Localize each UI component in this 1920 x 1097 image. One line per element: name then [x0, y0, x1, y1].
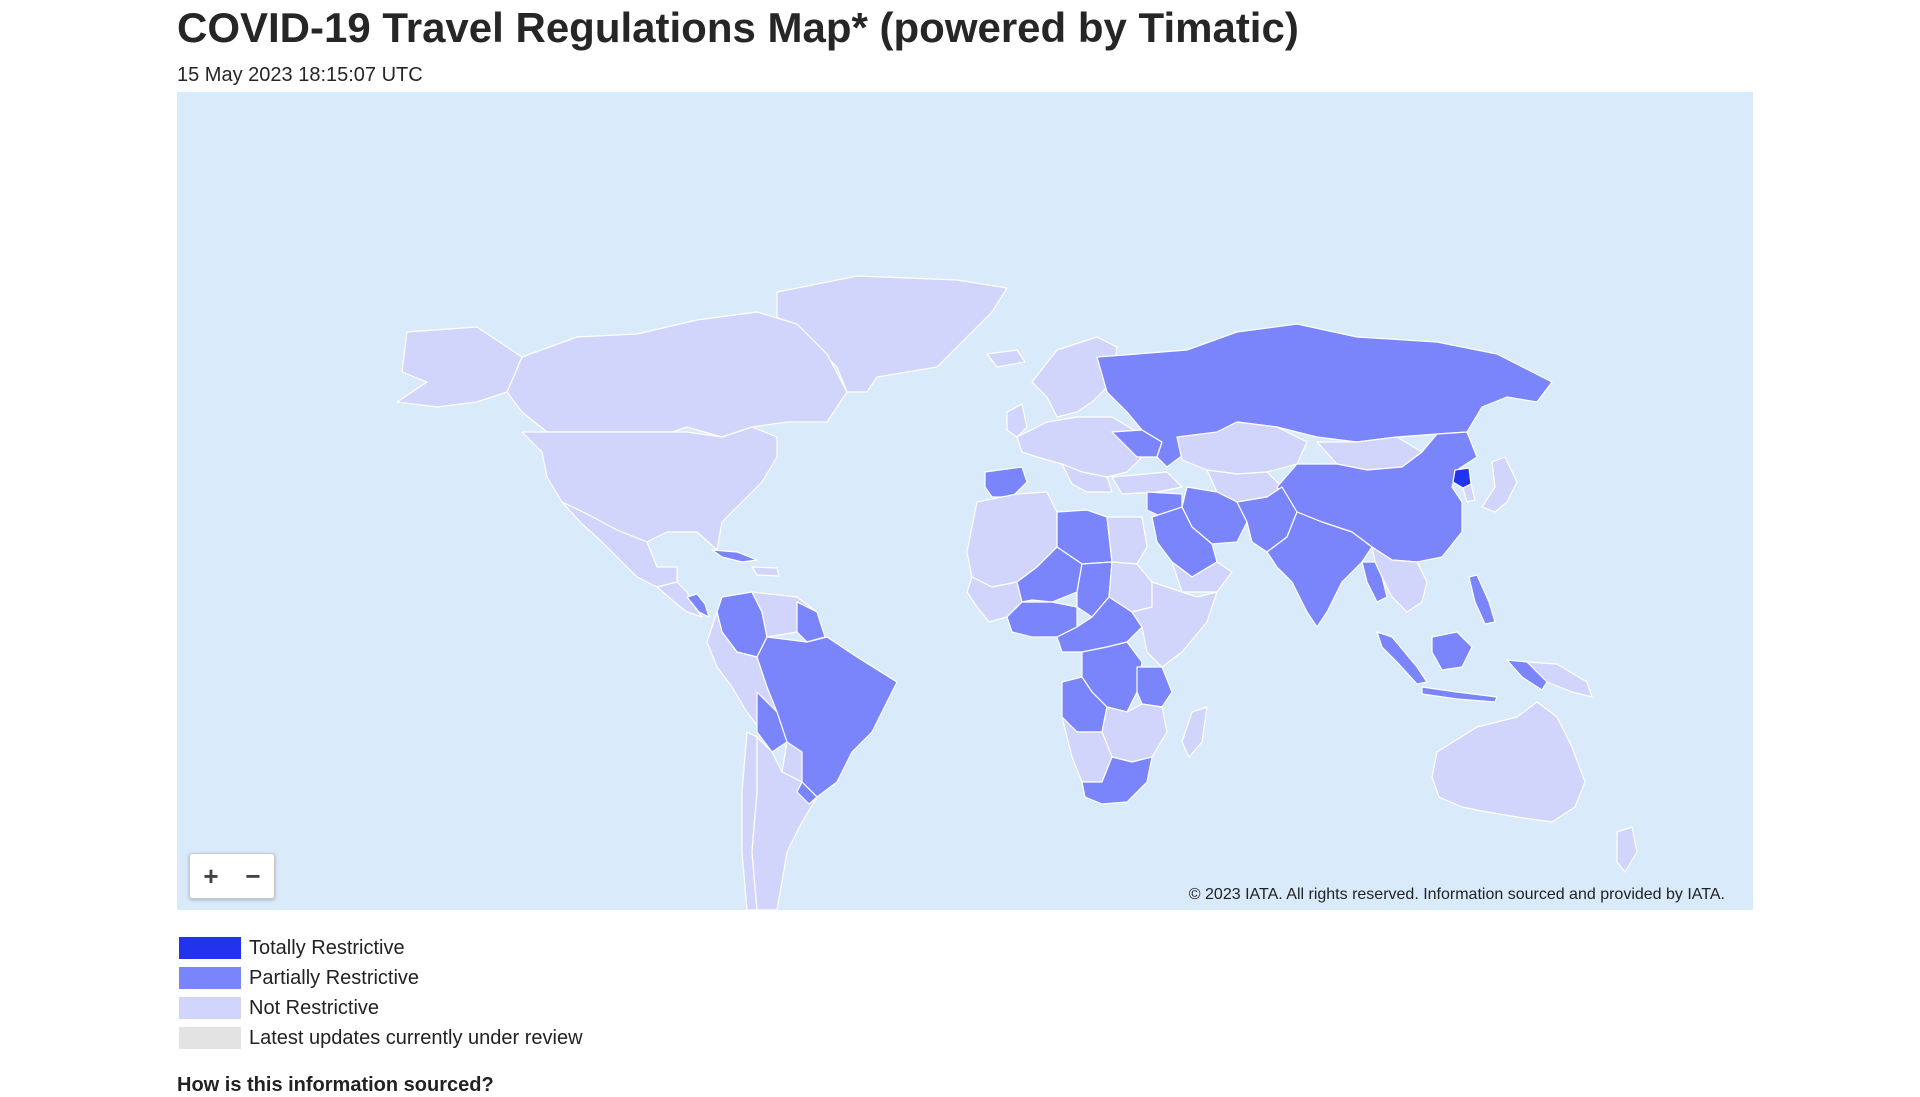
- country-spain[interactable]: [984, 466, 1028, 498]
- legend-swatch: [179, 997, 241, 1019]
- country-iceland[interactable]: [986, 349, 1026, 368]
- legend-label: Partially Restrictive: [249, 966, 420, 989]
- country-indonesia-java[interactable]: [1421, 686, 1498, 703]
- country-myanmar[interactable]: [1361, 561, 1388, 603]
- region-caribbean[interactable]: [751, 566, 780, 577]
- region-southeast-africa[interactable]: [1101, 703, 1168, 763]
- legend-label: Latest updates currently under review: [249, 1026, 583, 1049]
- country-south-korea[interactable]: [1462, 483, 1476, 503]
- country-canada[interactable]: [506, 311, 848, 438]
- country-australia[interactable]: [1431, 701, 1586, 823]
- legend-label: Totally Restrictive: [249, 936, 405, 959]
- country-tanzania[interactable]: [1136, 666, 1173, 708]
- legend-label: Not Restrictive: [249, 996, 380, 1019]
- country-egypt[interactable]: [1106, 516, 1148, 565]
- country-madagascar[interactable]: [1181, 706, 1208, 758]
- legend-swatch: [179, 967, 241, 989]
- region-scandinavia[interactable]: [1031, 336, 1118, 418]
- country-uruguay[interactable]: [796, 781, 818, 805]
- country-usa[interactable]: [521, 426, 778, 551]
- section-heading: How is this information sourced?: [177, 1074, 494, 1096]
- region-italy-balkans[interactable]: [1061, 463, 1113, 493]
- country-philippines[interactable]: [1468, 574, 1496, 625]
- legend-item-totally-restrictive: Totally Restrictive: [179, 933, 583, 963]
- country-cuba[interactable]: [711, 549, 758, 563]
- world-map[interactable]: + − © 2023 IATA. All rights reserved. In…: [177, 92, 1753, 910]
- region-horn-of-africa[interactable]: [1131, 581, 1218, 668]
- country-bolivia[interactable]: [756, 691, 788, 753]
- legend-item-under-review: Latest updates currently under review: [179, 1023, 583, 1053]
- country-argentina[interactable]: [751, 736, 818, 910]
- country-indonesia-papua[interactable]: [1506, 659, 1548, 691]
- legend-swatch: [179, 1027, 241, 1049]
- zoom-control: + −: [189, 853, 275, 899]
- map-legend: Totally Restrictive Partially Restrictiv…: [179, 933, 583, 1053]
- last-updated-timestamp: 15 May 2023 18:15:07 UTC: [177, 64, 423, 86]
- country-turkey[interactable]: [1111, 471, 1183, 495]
- region-europe[interactable]: [1016, 416, 1143, 478]
- country-indonesia-sumatra[interactable]: [1376, 631, 1428, 685]
- plus-icon[interactable]: +: [203, 860, 219, 891]
- country-south-africa[interactable]: [1081, 756, 1153, 805]
- copyright-notice: © 2023 IATA. All rights reserved. Inform…: [1188, 886, 1725, 903]
- country-india[interactable]: [1266, 511, 1373, 628]
- country-costa-rica[interactable]: [686, 593, 710, 618]
- legend-swatch: [179, 937, 241, 959]
- country-russia[interactable]: [1096, 323, 1553, 468]
- country-new-zealand[interactable]: [1616, 826, 1638, 873]
- country-usa-alaska[interactable]: [396, 326, 523, 408]
- legend-item-not-restrictive: Not Restrictive: [179, 993, 583, 1023]
- world-map-svg[interactable]: [177, 92, 1753, 910]
- minus-icon[interactable]: −: [245, 860, 261, 891]
- legend-item-partially-restrictive: Partially Restrictive: [179, 963, 583, 993]
- country-japan[interactable]: [1481, 456, 1518, 513]
- page-title: COVID-19 Travel Regulations Map* (powere…: [177, 4, 1299, 51]
- country-indonesia-borneo[interactable]: [1431, 631, 1473, 671]
- country-united-kingdom[interactable]: [1006, 403, 1028, 438]
